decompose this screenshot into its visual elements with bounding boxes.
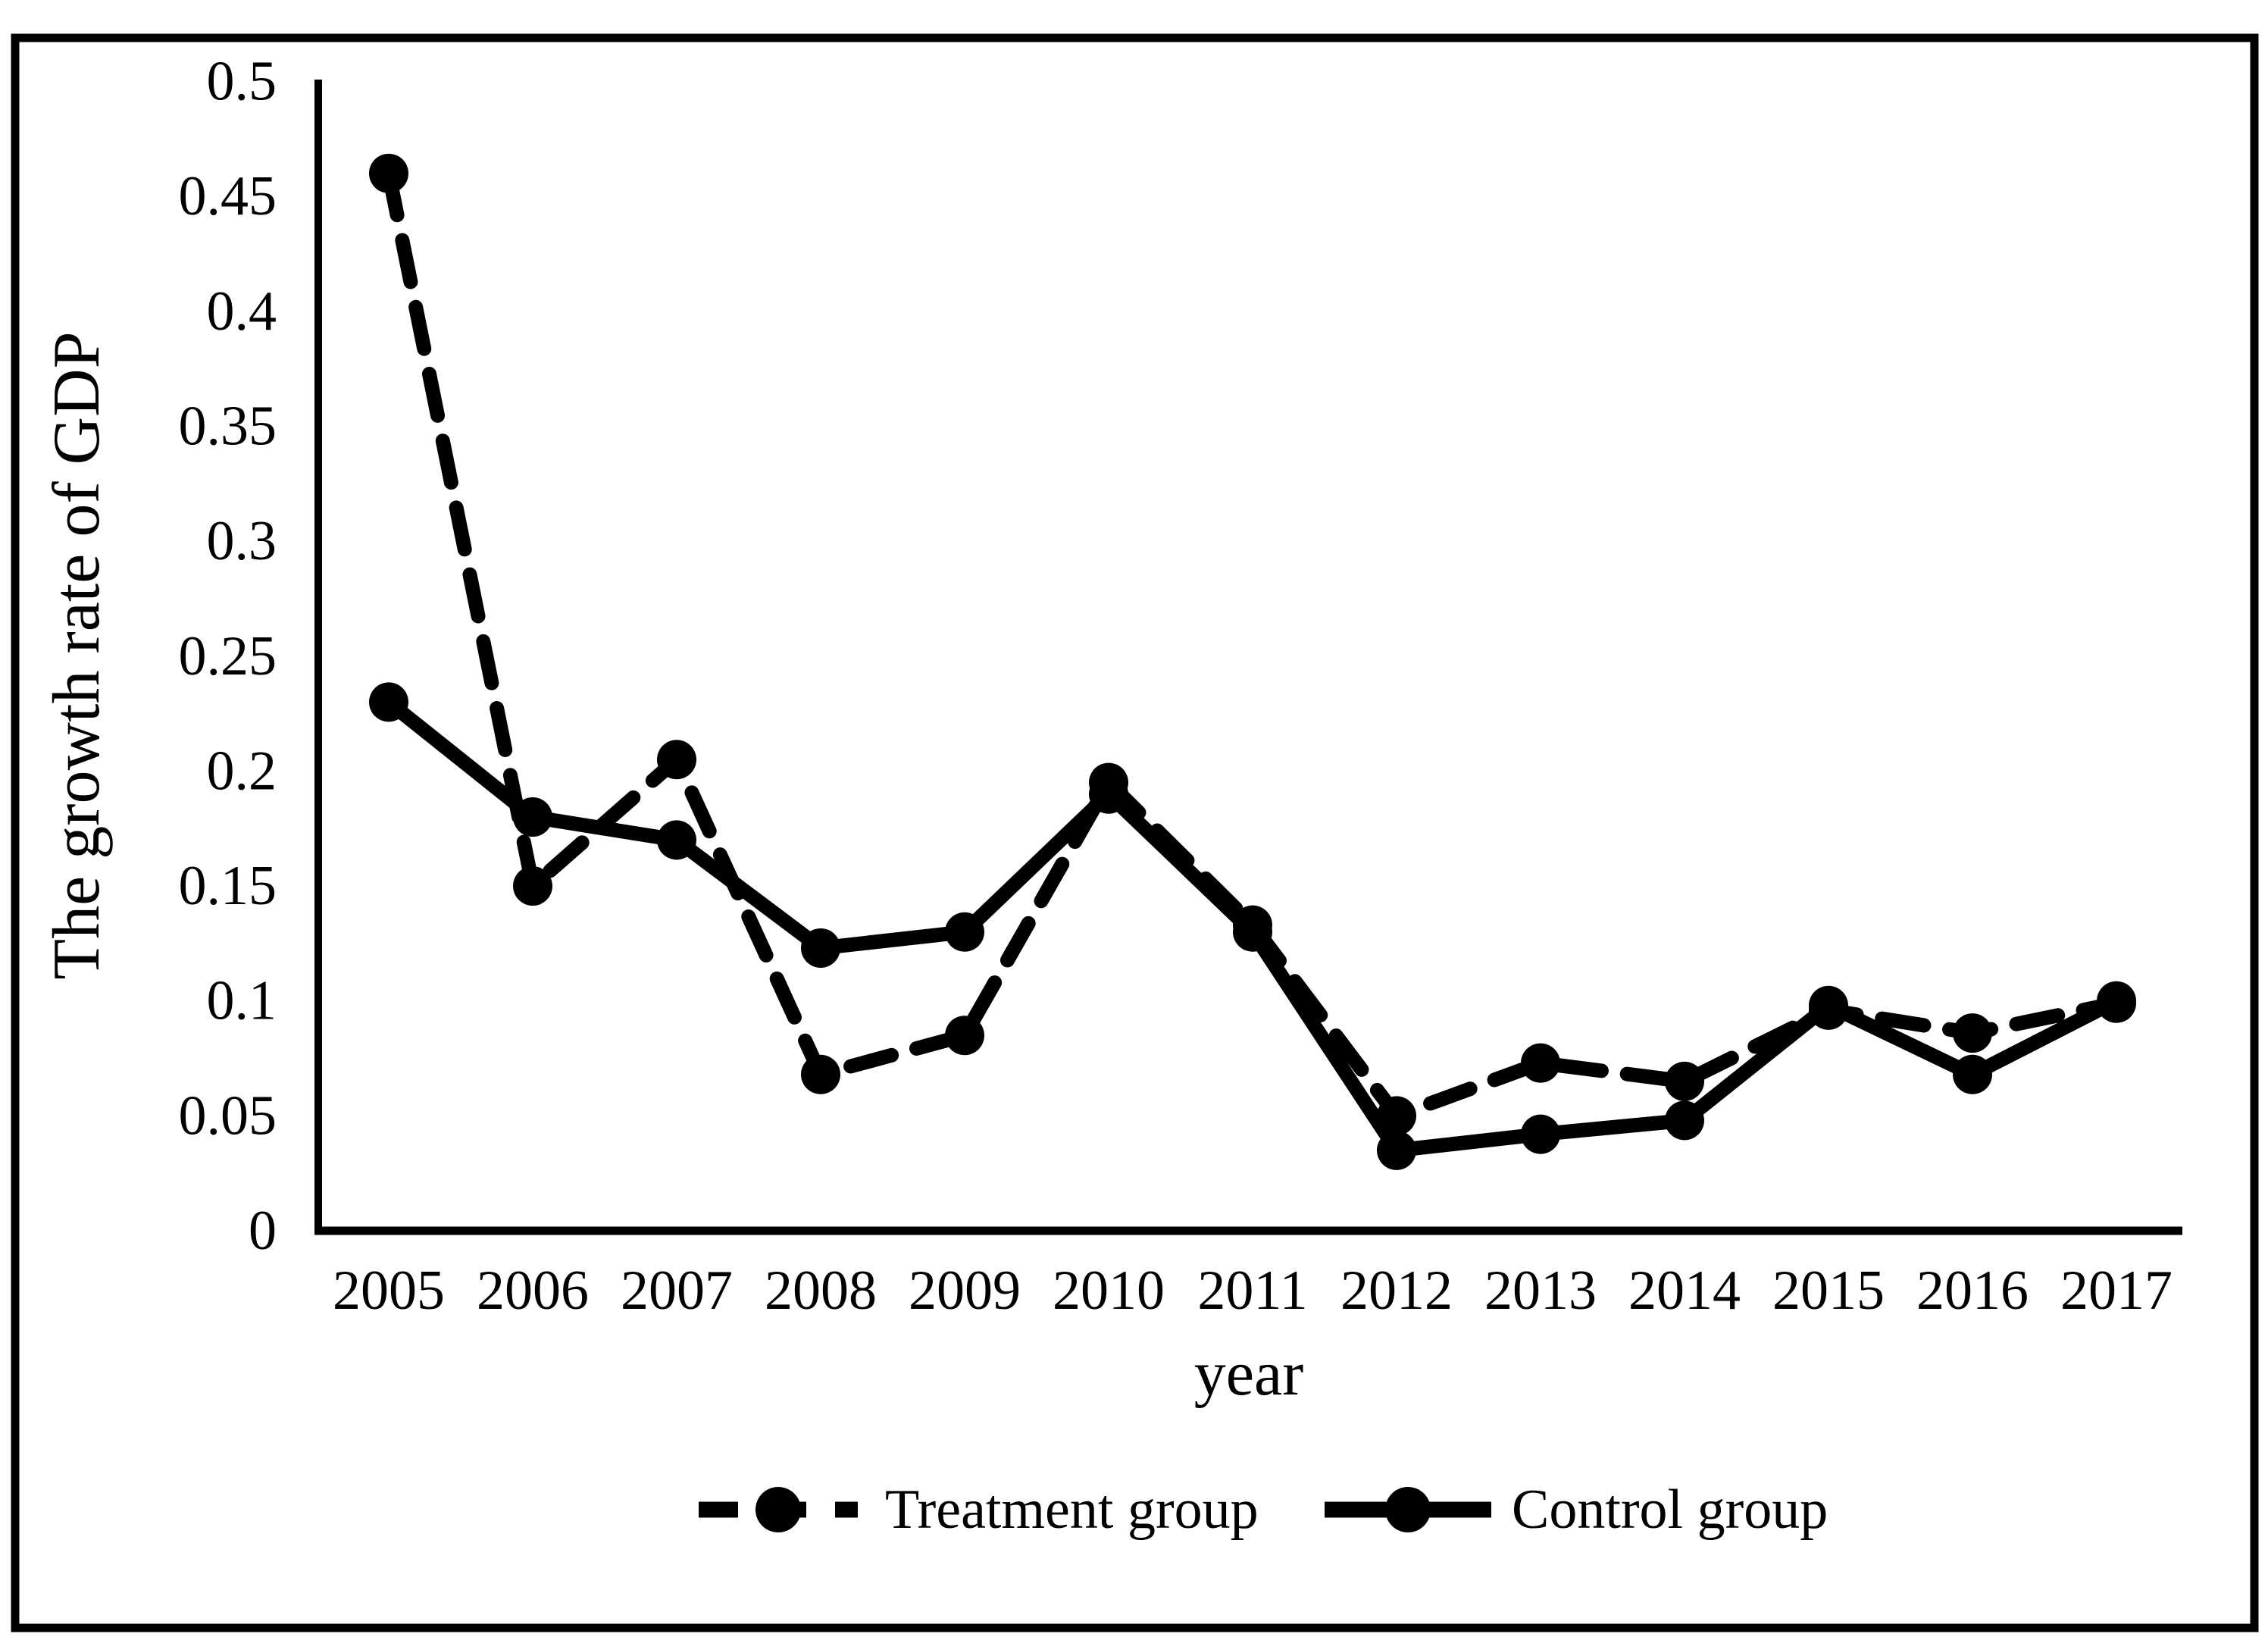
y-tick-label: 0.3 <box>207 510 277 572</box>
legend-marker-treatment-dot <box>755 1487 801 1532</box>
legend: Treatment group Control group <box>699 1479 1828 1541</box>
y-tick-label: 0.25 <box>179 625 277 687</box>
data-point-treatment-group-2016 <box>1953 1013 1992 1053</box>
y-tick-label: 0.15 <box>179 855 277 917</box>
x-tick-label: 2006 <box>477 1260 589 1322</box>
legend-marker-control-dot <box>1385 1487 1431 1532</box>
legend-label-treatment: Treatment group <box>885 1479 1259 1541</box>
x-tick-label: 2009 <box>909 1260 1021 1322</box>
data-series <box>369 153 2136 1170</box>
data-point-control-group-2008 <box>801 928 840 968</box>
y-tick-label: 0.4 <box>207 280 277 343</box>
data-point-control-group-2009 <box>945 912 984 952</box>
data-point-control-group-2016 <box>1953 1054 1992 1094</box>
data-point-treatment-group-2006 <box>513 866 552 906</box>
y-tick-label: 0.05 <box>179 1085 277 1147</box>
data-point-control-group-2006 <box>513 797 552 837</box>
x-tick-label: 2010 <box>1053 1260 1165 1322</box>
data-point-treatment-group-2007 <box>657 740 696 780</box>
data-point-control-group-2014 <box>1665 1100 1704 1141</box>
x-tick-label: 2017 <box>2060 1260 2173 1322</box>
data-point-control-group-2015 <box>1809 985 1848 1025</box>
y-tick-label: 0.45 <box>179 165 277 227</box>
y-tick-label: 0 <box>249 1200 277 1262</box>
x-tick-label: 2007 <box>621 1260 733 1322</box>
x-tick-label: 2005 <box>333 1260 445 1322</box>
x-axis-title: year <box>1194 1338 1304 1409</box>
x-tick-label: 2014 <box>1628 1260 1741 1322</box>
data-point-control-group-2010 <box>1089 774 1128 814</box>
data-point-treatment-group-2014 <box>1665 1061 1704 1101</box>
y-tick-label: 0.2 <box>207 740 277 802</box>
legend-label-control: Control group <box>1512 1479 1828 1541</box>
x-tick-label: 2015 <box>1772 1260 1885 1322</box>
series-line-treatment-group <box>381 166 2124 1125</box>
data-point-treatment-group-2005 <box>369 153 408 193</box>
x-tick-label: 2011 <box>1197 1260 1307 1322</box>
x-tick-label: 2016 <box>1916 1260 2029 1322</box>
y-tick-label: 0.1 <box>207 970 277 1032</box>
y-tick-label: 0.35 <box>179 395 277 457</box>
data-point-control-group-2011 <box>1233 912 1272 952</box>
data-point-control-group-2012 <box>1377 1130 1416 1170</box>
y-axis-title: The growth rate of GDP <box>40 331 114 979</box>
data-point-treatment-group-2009 <box>945 1016 984 1056</box>
data-point-treatment-group-2013 <box>1521 1043 1560 1083</box>
data-point-control-group-2017 <box>2097 981 2136 1021</box>
data-point-control-group-2005 <box>369 682 408 722</box>
x-tick-label: 2012 <box>1340 1260 1453 1322</box>
axes: 0 0.05 0.1 0.15 0.2 0.25 0.3 0.35 0.4 0.45 0.5 2005… <box>179 51 2182 1322</box>
y-tick-label: 0.5 <box>207 51 277 113</box>
x-tick-label: 2013 <box>1484 1260 1597 1322</box>
data-point-treatment-group-2008 <box>801 1054 840 1094</box>
figure-border <box>11 33 2259 1632</box>
data-point-control-group-2013 <box>1521 1114 1560 1154</box>
data-point-control-group-2007 <box>657 820 696 860</box>
x-tick-label: 2008 <box>765 1260 877 1322</box>
legend-markers <box>699 1487 1491 1532</box>
